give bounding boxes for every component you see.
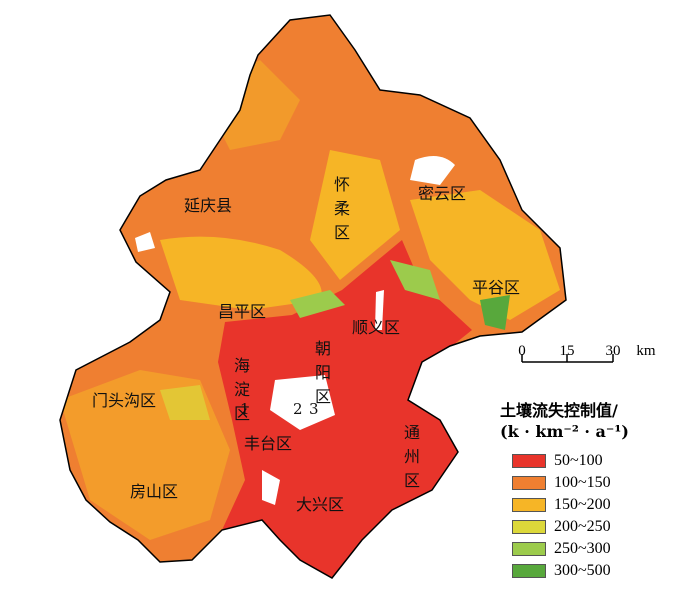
legend-swatch <box>512 542 546 556</box>
district-label: 平谷区 <box>472 278 521 297</box>
legend-swatch <box>512 564 546 578</box>
district-label: 2 <box>293 400 303 418</box>
district-label: 怀柔区 <box>331 176 350 248</box>
district-label: 密云区 <box>418 184 467 203</box>
district-label: 朝阳区 <box>312 340 331 412</box>
legend-label: 250~300 <box>554 540 611 557</box>
district-label: 延庆县 <box>184 196 233 215</box>
scale-bar <box>521 354 614 363</box>
legend-item: 200~250 <box>512 518 611 535</box>
district-label: 通州区 <box>401 424 420 496</box>
legend-title: (k · km⁻² · a⁻¹) <box>500 422 629 441</box>
scale-unit: km <box>636 343 656 359</box>
legend-label: 100~150 <box>554 474 611 491</box>
legend-swatch <box>512 454 546 468</box>
district-label: 海淀区 <box>231 357 250 429</box>
legend-title: 土壤流失控制值/ <box>500 401 618 420</box>
legend-label: 150~200 <box>554 496 611 513</box>
district-label: 丰台区 <box>244 434 293 453</box>
legend-label: 50~100 <box>554 452 603 469</box>
legend-item: 300~500 <box>512 562 611 579</box>
scale-label: 30 <box>605 343 621 359</box>
boundary <box>59 14 567 579</box>
district-label: 大兴区 <box>296 495 345 514</box>
legend-swatch <box>512 520 546 534</box>
legend-item: 250~300 <box>512 540 611 557</box>
scale-label: 15 <box>559 343 575 359</box>
legend-item: 100~150 <box>512 474 611 491</box>
district-label: 3 <box>309 400 319 418</box>
scale-label: 0 <box>518 343 526 359</box>
legend-swatch <box>512 476 546 490</box>
legend-item: 50~100 <box>512 452 603 469</box>
district-label: 昌平区 <box>218 302 267 321</box>
legend-label: 300~500 <box>554 562 611 579</box>
district-label: 门头沟区 <box>92 391 157 410</box>
legend-item: 150~200 <box>512 496 611 513</box>
district-label: 房山区 <box>130 482 179 501</box>
district-label: 顺义区 <box>352 318 401 337</box>
legend-label: 200~250 <box>554 518 611 535</box>
legend-swatch <box>512 498 546 512</box>
district-label: 1 <box>240 400 250 418</box>
